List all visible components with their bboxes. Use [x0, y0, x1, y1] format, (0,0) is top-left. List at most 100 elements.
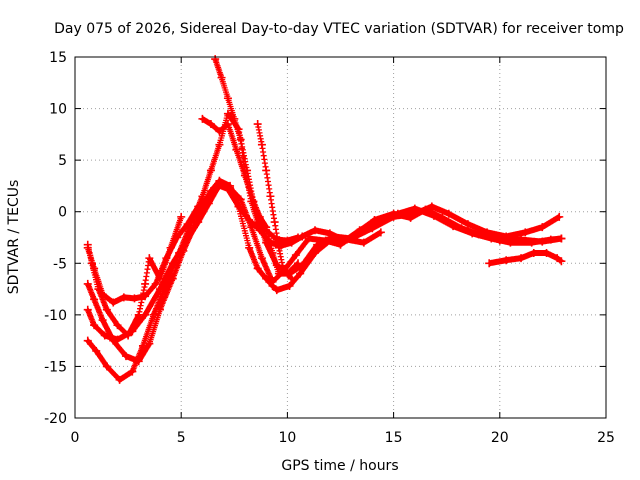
- data-point: [521, 228, 530, 237]
- data-point: [285, 281, 294, 290]
- data-point: [102, 362, 111, 371]
- data-point: [109, 298, 118, 307]
- y-tick-label: 10: [49, 102, 67, 118]
- data-point: [240, 166, 249, 175]
- data-point: [270, 218, 279, 227]
- data-point: [557, 234, 566, 243]
- data-point: [215, 140, 224, 149]
- data-point: [166, 243, 175, 252]
- data-point: [340, 236, 349, 245]
- data-point: [449, 222, 458, 231]
- y-ticks: -20 -15 -10 -5 0 5 10 15: [44, 50, 606, 427]
- y-tick-label: 0: [58, 205, 67, 221]
- data-point: [487, 234, 496, 243]
- data-point: [287, 274, 296, 283]
- data-point: [141, 279, 150, 288]
- data-point: [266, 192, 275, 201]
- data-point: [83, 279, 92, 288]
- y-tick-label: -15: [44, 359, 67, 375]
- data-point: [155, 274, 164, 283]
- data-point: [223, 185, 232, 194]
- series-track-h: [253, 120, 296, 283]
- data-point: [325, 236, 334, 245]
- x-ticks: 0 5 10 15 20 25: [71, 57, 615, 446]
- chart-title: Day 075 of 2026, Sidereal Day-to-day VTE…: [54, 21, 624, 37]
- plot-frame: [74, 56, 607, 419]
- data-point: [468, 229, 477, 238]
- data-point: [279, 264, 288, 273]
- data-point: [134, 357, 143, 366]
- x-tick-label: 10: [278, 430, 296, 446]
- y-tick-label: 5: [58, 153, 67, 169]
- x-tick-label: 5: [177, 430, 186, 446]
- data-point: [121, 352, 130, 361]
- data-point: [245, 215, 254, 224]
- data-point: [555, 212, 564, 221]
- data-point: [124, 331, 133, 340]
- y-tick-label: -5: [53, 256, 67, 272]
- data-point: [179, 246, 188, 255]
- data-point: [262, 166, 271, 175]
- data-point: [92, 346, 101, 355]
- data-point: [223, 120, 232, 129]
- data-point: [542, 248, 551, 257]
- data-point: [517, 254, 526, 263]
- data-point: [359, 238, 368, 247]
- data-point: [204, 192, 213, 201]
- data-point: [538, 223, 547, 232]
- data-point: [557, 257, 566, 266]
- data-point: [236, 135, 245, 144]
- data-point: [194, 202, 203, 211]
- data-point: [546, 235, 555, 244]
- data-point: [223, 94, 232, 103]
- data-series: [83, 55, 566, 384]
- data-point: [189, 223, 198, 232]
- data-point: [83, 305, 92, 314]
- data-point: [274, 243, 283, 252]
- y-tick-label: -10: [44, 308, 67, 324]
- data-point: [206, 166, 215, 175]
- data-point: [151, 279, 160, 288]
- data-point: [294, 233, 303, 242]
- data-point: [268, 281, 277, 290]
- data-point: [115, 375, 124, 384]
- data-point: [553, 254, 562, 263]
- data-point: [272, 286, 281, 295]
- data-point: [253, 218, 262, 227]
- data-point: [253, 120, 262, 129]
- x-tick-label: 0: [71, 430, 80, 446]
- data-point: [83, 336, 92, 345]
- data-point: [444, 209, 453, 218]
- data-point: [98, 316, 107, 325]
- data-point: [109, 336, 118, 345]
- data-point: [283, 236, 292, 245]
- y-tick-label: 15: [49, 50, 67, 66]
- data-point: [213, 180, 222, 189]
- series-track-g: [211, 55, 303, 245]
- data-point: [83, 240, 92, 249]
- data-point: [230, 114, 239, 123]
- data-point: [198, 114, 207, 123]
- data-point: [311, 226, 320, 235]
- data-point: [149, 310, 158, 319]
- data-point: [90, 295, 99, 304]
- data-point: [119, 293, 128, 302]
- data-point: [262, 226, 271, 235]
- data-point: [313, 240, 322, 249]
- data-point: [177, 212, 186, 221]
- x-tick-label: 25: [597, 430, 615, 446]
- data-point: [90, 321, 99, 330]
- y-tick-label: -20: [44, 411, 67, 427]
- data-point: [325, 229, 334, 238]
- data-point: [374, 215, 383, 224]
- x-axis-label: GPS time / hours: [281, 458, 398, 474]
- x-tick-label: 15: [385, 430, 403, 446]
- data-point: [217, 73, 226, 82]
- data-point: [94, 285, 103, 294]
- data-point: [393, 209, 402, 218]
- data-point: [215, 127, 224, 136]
- data-point: [268, 248, 277, 257]
- data-point: [506, 238, 515, 247]
- data-point: [376, 228, 385, 237]
